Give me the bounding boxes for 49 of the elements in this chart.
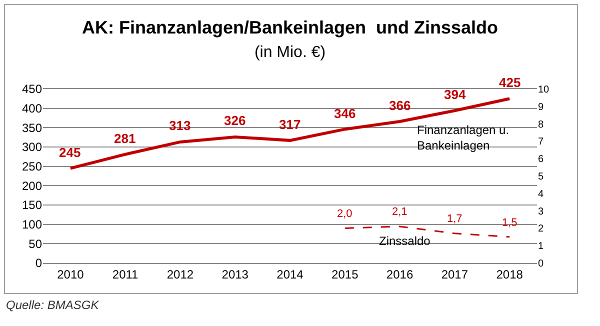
data-label: 313 xyxy=(169,118,191,133)
y2-tick-label: 10 xyxy=(538,84,550,96)
y2-tick-label: 6 xyxy=(538,154,544,166)
y-tick-label: 250 xyxy=(22,160,42,174)
x-tick-label: 2015 xyxy=(332,267,359,282)
y-tick-label: 100 xyxy=(22,218,42,232)
series-label: Zinssaldo xyxy=(379,234,431,248)
data-label: 326 xyxy=(224,113,246,128)
data-label: 394 xyxy=(444,87,466,102)
x-tick-label: 2010 xyxy=(57,267,84,282)
y-tick-label: 50 xyxy=(28,236,42,251)
y2-tick-label: 1 xyxy=(538,241,544,252)
data-label: 281 xyxy=(114,131,136,146)
y-tick-label: 300 xyxy=(22,140,42,154)
y-tick-label: 450 xyxy=(22,82,42,96)
y2-tick-label: 5 xyxy=(538,172,544,182)
x-tick-label: 2014 xyxy=(276,267,304,282)
data-label: 1,5 xyxy=(502,217,518,229)
y-tick-label: 150 xyxy=(22,198,42,212)
x-tick-label: 2016 xyxy=(386,267,414,282)
y2-tick-label: 4 xyxy=(538,188,544,200)
x-tick-label: 2017 xyxy=(441,267,468,282)
data-label: 2,0 xyxy=(337,208,352,220)
y2-tick-label: 3 xyxy=(538,206,544,218)
source-note: Quelle: BMASGK xyxy=(6,298,99,312)
line-series xyxy=(344,226,510,238)
data-label: 317 xyxy=(279,117,301,132)
y-tick-label: 400 xyxy=(22,102,42,116)
x-tick-label: 2011 xyxy=(112,267,139,282)
data-label: 366 xyxy=(389,98,411,113)
data-label: 245 xyxy=(59,145,81,160)
x-tick-label: 2012 xyxy=(166,267,194,282)
x-tick-label: 2013 xyxy=(222,267,249,282)
data-label: 1,7 xyxy=(447,213,462,225)
y2-tick-label: 7 xyxy=(538,136,544,148)
y2-tick-label: 2 xyxy=(538,224,544,235)
y-tick-label: 350 xyxy=(22,120,42,135)
y-tick-label: 200 xyxy=(22,178,42,193)
y2-tick-label: 0 xyxy=(538,258,544,270)
series-label: Finanzanlagen u. Bankeinlagen xyxy=(417,123,510,153)
data-label: 2,1 xyxy=(392,206,408,218)
y2-tick-label: 9 xyxy=(538,102,544,113)
chart-subtitle: (in Mio. €) xyxy=(254,44,326,61)
y2-tick-label: 8 xyxy=(538,119,544,130)
chart-title: AK: Finanzanlagen/Bankeinlagen und Zinssaldo xyxy=(82,18,498,38)
data-label: 425 xyxy=(499,75,521,90)
y-tick-label: 0 xyxy=(35,256,42,270)
x-tick-label: 2018 xyxy=(496,267,524,282)
data-label: 346 xyxy=(334,106,356,121)
